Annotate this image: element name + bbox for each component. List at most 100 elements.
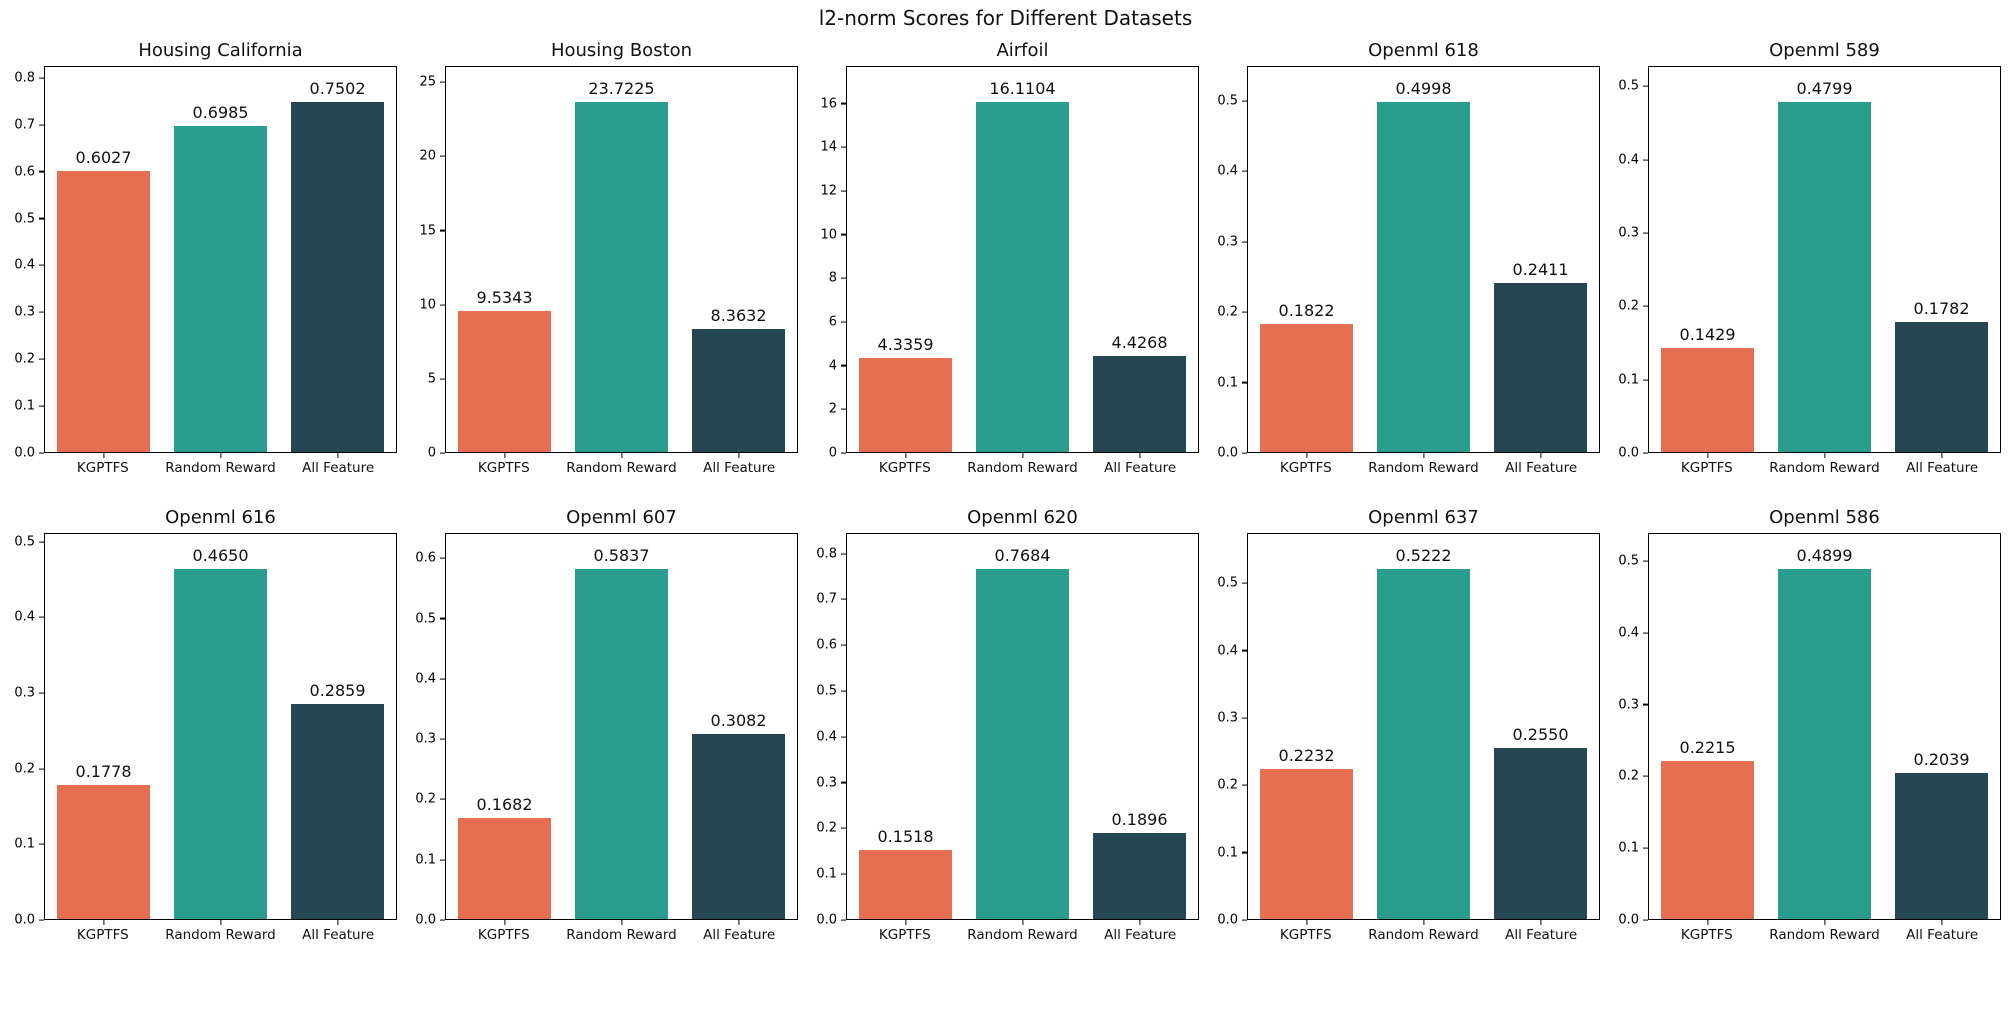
y-tick-mark xyxy=(39,452,44,454)
bar-value-label: 0.1778 xyxy=(75,762,132,782)
x-tick-mark xyxy=(1422,920,1425,926)
x-tick-mark xyxy=(102,453,105,459)
y-tick-label: 0 xyxy=(427,445,436,461)
y-tick-label: 20 xyxy=(419,148,436,164)
y-tick-mark xyxy=(1242,452,1247,454)
x-tick-label: Random Reward xyxy=(566,927,677,943)
y-tick-label: 12 xyxy=(820,183,837,199)
y-tick-mark xyxy=(1643,85,1648,88)
x-tick-mark xyxy=(102,920,105,926)
y-axis: 0 5 10 15 20 25 xyxy=(411,66,445,460)
x-tick-label: All Feature xyxy=(1104,460,1177,476)
x-tick-mark xyxy=(737,920,740,926)
y-tick-mark xyxy=(841,277,846,279)
x-tick-mark xyxy=(620,920,623,926)
bar-kgptfs xyxy=(1259,769,1354,919)
bar-value-label: 0.4998 xyxy=(1395,79,1452,99)
x-tick-label: KGPTFS xyxy=(878,460,931,476)
subplot-openml-589: Openml 589 0.0 0.1 0.2 0.3 0.4 0.5 0.1429 0.4799… xyxy=(1614,40,2001,476)
y-tick-label: 0.5 xyxy=(1618,78,1639,94)
y-tick-label: 0 xyxy=(828,445,837,461)
y-tick-label: 0.3 xyxy=(1618,225,1639,241)
y-tick-label: 25 xyxy=(419,74,436,90)
x-tick-mark xyxy=(1422,453,1425,459)
plot-area: 0.0 0.1 0.2 0.3 0.4 0.5 0.1822 0.4998 0.2411 xyxy=(1213,66,1600,460)
bar-value-label: 0.1782 xyxy=(1913,299,1970,319)
y-tick-mark xyxy=(841,146,846,148)
y-tick-mark xyxy=(440,919,445,921)
y-tick-mark xyxy=(440,378,445,380)
bar-value-label: 0.2411 xyxy=(1512,260,1569,280)
y-axis: 0.0 0.1 0.2 0.3 0.4 0.5 xyxy=(10,533,44,927)
bar-value-label: 0.7502 xyxy=(309,79,366,98)
y-tick-label: 0.5 xyxy=(415,611,436,627)
y-tick-mark xyxy=(1242,649,1247,652)
bar-random-reward xyxy=(975,568,1070,919)
subplot-housing-california: Housing California 0.0 0.1 0.2 0.3 0.4 0.5 0.6 0… xyxy=(10,40,397,476)
y-tick-mark xyxy=(1242,311,1247,313)
x-tick-label: All Feature xyxy=(1505,460,1578,476)
x-tick-label: All Feature xyxy=(1104,927,1177,943)
x-tick-mark xyxy=(1305,920,1308,926)
y-tick-mark xyxy=(440,229,445,232)
bar-value-label: 9.5343 xyxy=(476,288,533,308)
bar-all-feature xyxy=(691,734,786,919)
y-tick-label: 0.0 xyxy=(14,445,35,461)
x-axis-labels: KGPTFS Random Reward All Feature xyxy=(445,920,798,943)
bar-value-label: 23.7225 xyxy=(588,79,655,99)
x-tick-mark xyxy=(1823,453,1826,459)
y-tick-mark xyxy=(1643,632,1648,634)
bar-value-label: 4.4268 xyxy=(1111,332,1168,352)
subplot-title: Housing Boston xyxy=(550,40,693,61)
x-tick-label: KGPTFS xyxy=(1279,927,1332,943)
bar-random-reward xyxy=(173,569,268,919)
plot-box: 0.1429 0.4799 0.1782 xyxy=(1648,66,2001,459)
y-tick-label: 0.1 xyxy=(1217,845,1238,861)
y-tick-label: 0.3 xyxy=(14,304,35,320)
x-axis-labels: KGPTFS Random Reward All Feature xyxy=(44,453,397,476)
plot-box: 0.6027 0.6985 0.7502 xyxy=(44,66,397,459)
y-tick-label: 0.5 xyxy=(816,683,837,699)
y-tick-mark xyxy=(841,782,846,784)
y-tick-label: 15 xyxy=(419,223,436,239)
bar-kgptfs xyxy=(457,818,552,919)
bar-value-label: 0.1518 xyxy=(877,826,934,846)
y-tick-label: 0.2 xyxy=(1618,768,1639,784)
bar-random-reward xyxy=(1777,102,1872,452)
x-tick-mark xyxy=(1021,920,1024,926)
plot-box: 0.1682 0.5837 0.3082 xyxy=(445,533,798,926)
y-tick-label: 0.3 xyxy=(816,775,837,791)
y-tick-label: 0.2 xyxy=(816,820,837,836)
x-tick-label: All Feature xyxy=(1906,460,1979,476)
y-tick-mark xyxy=(841,452,846,454)
subplot-airfoil: Airfoil 0 2 4 6 8 10 12 14 16 4.3359 16.1104 4.4268 K… xyxy=(812,40,1199,476)
y-tick-label: 0.4 xyxy=(1618,152,1639,168)
y-tick-mark xyxy=(1643,560,1648,562)
bar-value-label: 0.2859 xyxy=(309,680,366,700)
y-tick-mark xyxy=(440,738,445,740)
y-axis: 0 2 4 6 8 10 12 14 16 xyxy=(812,66,846,460)
y-tick-mark xyxy=(1242,717,1247,719)
bar-all-feature xyxy=(290,102,385,452)
bar-value-label: 0.2039 xyxy=(1913,750,1970,770)
x-tick-label: KGPTFS xyxy=(878,927,931,943)
x-axis-labels: KGPTFS Random Reward All Feature xyxy=(1247,453,1600,476)
x-tick-label: KGPTFS xyxy=(477,460,530,476)
x-tick-mark xyxy=(1940,920,1943,926)
y-tick-label: 0.0 xyxy=(1217,445,1238,461)
y-tick-label: 0.3 xyxy=(1217,710,1238,726)
y-tick-label: 0.4 xyxy=(1217,643,1238,659)
y-axis: 0.0 0.1 0.2 0.3 0.4 0.5 xyxy=(1213,66,1247,460)
bar-kgptfs xyxy=(858,357,953,452)
y-tick-label: 0.3 xyxy=(14,685,35,701)
figure-title: l2-norm Scores for Different Datasets xyxy=(818,6,1193,30)
bar-value-label: 0.5222 xyxy=(1395,546,1452,565)
x-tick-label: All Feature xyxy=(703,927,776,943)
x-axis-labels: KGPTFS Random Reward All Feature xyxy=(1648,920,2001,943)
y-tick-label: 0.5 xyxy=(1217,93,1238,109)
x-tick-label: KGPTFS xyxy=(1680,460,1733,476)
plot-area: 0.0 0.1 0.2 0.3 0.4 0.5 0.1429 0.4799 0.1782 xyxy=(1614,66,2001,460)
y-tick-label: 0.7 xyxy=(14,117,35,133)
y-tick-mark xyxy=(39,358,44,360)
bar-value-label: 0.4650 xyxy=(192,546,249,565)
